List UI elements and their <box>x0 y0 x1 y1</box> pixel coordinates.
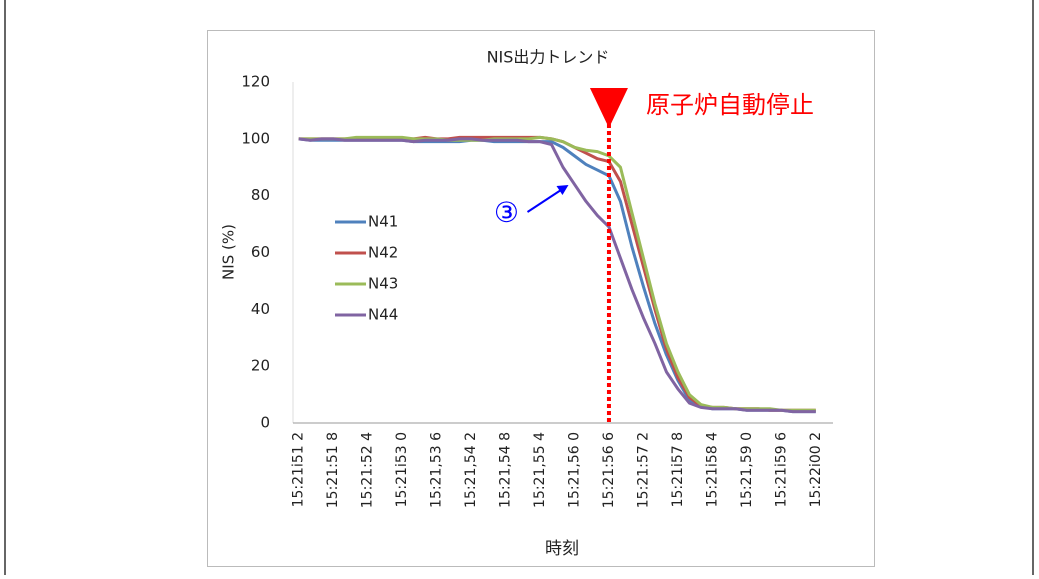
y-axis-label: NIS (%) <box>220 224 238 280</box>
y-tick-label: 40 <box>251 300 270 318</box>
x-tick-label: 15:21,54 8 <box>498 432 514 508</box>
x-tick-label: 15:21i59 6 <box>773 432 789 508</box>
x-tick-label: 15:21:57 2 <box>635 432 651 508</box>
y-tick-label: 80 <box>251 186 270 204</box>
legend-label: N44 <box>368 306 398 324</box>
x-axis-label: 時刻 <box>545 539 579 559</box>
x-tick-label: 15:21,54 2 <box>463 432 479 508</box>
legend-label: N43 <box>368 275 398 293</box>
annotation: ③ <box>494 196 519 229</box>
x-tick-label: 15:21:56 6 <box>601 432 617 508</box>
x-tick-label: 15:21i57 8 <box>670 432 686 507</box>
y-tick-label: 20 <box>251 357 270 375</box>
x-tick-label: 15:21i58 4 <box>704 432 720 508</box>
annotation-arrow <box>526 188 564 213</box>
x-tick-label: 15:21,56 0 <box>566 432 582 508</box>
y-tick-label: 120 <box>241 73 270 91</box>
legend-label: N41 <box>368 213 398 231</box>
legend-label: N42 <box>368 244 398 262</box>
x-tick-label: 15:22i00 2 <box>808 432 824 507</box>
x-tick-label: 15:21:52 4 <box>360 432 376 508</box>
x-tick-label: 15:21i53 0 <box>394 432 410 507</box>
annotation-arrowhead <box>556 185 569 195</box>
chart-title: NIS出力トレンド <box>487 48 610 67</box>
x-tick-label: 15:21,59 0 <box>739 432 755 508</box>
y-tick-label: 100 <box>241 129 270 147</box>
chart-frame <box>207 30 875 567</box>
x-tick-label: 15:21,53 6 <box>429 432 445 508</box>
trip-marker <box>589 88 628 128</box>
y-tick-label: 0 <box>260 414 270 432</box>
annotation: 原子炉自動停止 <box>646 91 814 119</box>
x-tick-label: 15:21i51 2 <box>291 432 307 507</box>
series-line <box>298 137 816 414</box>
y-tick-label: 60 <box>251 243 270 261</box>
x-tick-label: 15:21:51 8 <box>325 432 341 508</box>
x-tick-label: 15:21,55 4 <box>532 432 548 508</box>
